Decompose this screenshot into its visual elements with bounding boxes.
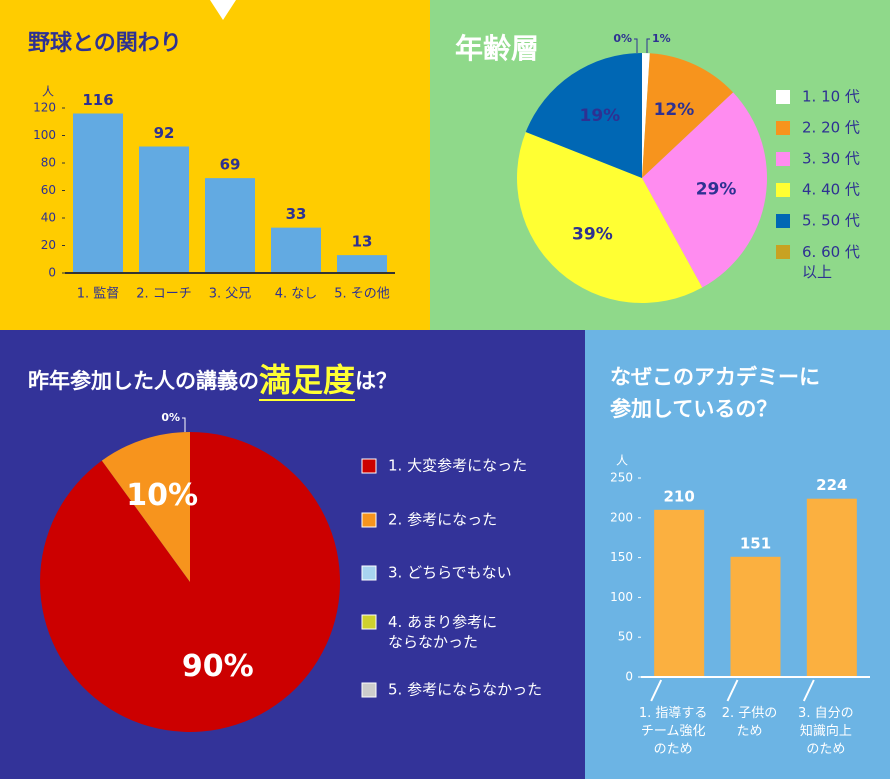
pie-slice [517,131,703,303]
y-tick-label: 20 [41,238,56,252]
legend-swatch [776,214,790,228]
legend-label: 2. 20 代 [802,119,860,137]
y-tick-label: 0 [625,670,633,684]
pie-slice [525,53,642,178]
legend-swatch [776,121,790,135]
legend-label: 4. あまり参考にならなかった [388,613,497,651]
x-tick-label: 2. コーチ [136,287,192,302]
bar [271,227,321,273]
y-tick-label: 100 [610,590,633,604]
y-tick-label: 200 [610,510,633,524]
value-label: 224 [816,476,847,494]
title-part: 昨年参加した人の講義の [28,369,259,393]
value-label: 210 [664,487,695,505]
value-label: 10% [126,478,198,513]
leader-line [182,417,186,432]
value-label: 1% [652,32,671,45]
value-label: 151 [740,534,771,552]
title-part: は？ [355,369,397,393]
x-tick-label: 4. なし [275,287,318,302]
legend-swatch [776,90,790,104]
legend-swatch [361,458,377,474]
pointer-line [726,679,739,702]
bar [73,113,123,273]
title-part: 満足度 [259,361,355,399]
legend-label: 6. 60 代以上 [802,243,860,281]
bar [139,146,189,273]
value-label: 19% [579,106,620,126]
x-tick-label: 3. 自分の知識向上のため [798,706,854,757]
panel-bg [0,0,430,330]
value-label: 29% [696,180,737,200]
value-label: 92 [154,124,175,142]
y-tick-label: 80 [41,156,56,170]
bar [337,255,387,273]
pie-slice [101,432,190,582]
leader-line [634,38,638,53]
legend-label: 3. 30 代 [802,150,860,168]
x-tick-label: 1. 監督 [77,286,120,302]
legend-swatch [776,245,790,259]
legend-swatch [361,512,377,528]
bar [730,556,781,677]
value-label: 13 [352,233,373,251]
legend-swatch [776,152,790,166]
value-label: 0% [161,411,180,424]
value-label: 12% [654,100,695,120]
y-tick-label: 50 [618,630,633,644]
pie-slice [642,92,768,288]
y-axis-unit: 人 [42,85,54,99]
chart-title: 昨年参加した人の講義の満足度は？ [28,361,397,399]
y-tick-label: 250 [610,471,633,485]
pie-slice [642,53,650,178]
x-tick-label: 3. 父兄 [209,287,252,302]
y-axis-unit: 人 [616,454,628,468]
chart-title: 年齢層 [455,32,539,65]
legend-label: 5. 参考にならなかった [388,681,542,699]
leader-line [646,38,650,53]
value-label: 39% [572,224,613,244]
legend-label: 5. 50 代 [802,212,860,230]
value-label: 116 [82,91,113,109]
chart-title: なぜこのアカデミーに参加しているの？ [610,365,820,421]
pointer-line [802,679,815,702]
bar [654,509,705,677]
bar [806,498,857,677]
value-label: 90% [182,649,254,684]
legend-label: 1. 10 代 [802,88,860,106]
value-label: 33 [286,205,307,223]
y-tick-label: 0 [48,266,56,280]
y-tick-label: 150 [610,550,633,564]
value-label: 69 [220,156,241,174]
legend-swatch [361,614,377,630]
legend-label: 4. 40 代 [802,181,860,199]
pointer [210,0,236,20]
y-tick-label: 60 [41,183,56,197]
legend-label: 1. 大変参考になった [388,457,527,475]
y-tick-label: 120 [33,101,56,115]
y-tick-label: 100 [33,128,56,142]
x-tick-label: 2. 子供のため [722,706,778,739]
pointer-line [650,679,663,702]
legend-swatch [361,682,377,698]
pie-slice [642,53,734,178]
x-tick-label: 1. 指導するチーム強化のため [639,706,708,757]
legend-swatch [361,565,377,581]
legend-label: 3. どちらでもない [388,564,512,582]
y-tick-label: 40 [41,211,56,225]
value-label: 0% [613,32,632,45]
chart-title: 野球との関わり [28,31,182,56]
x-tick-label: 5. その他 [334,287,390,302]
legend-label: 2. 参考になった [388,511,497,529]
bar [205,178,255,273]
legend-swatch [776,183,790,197]
